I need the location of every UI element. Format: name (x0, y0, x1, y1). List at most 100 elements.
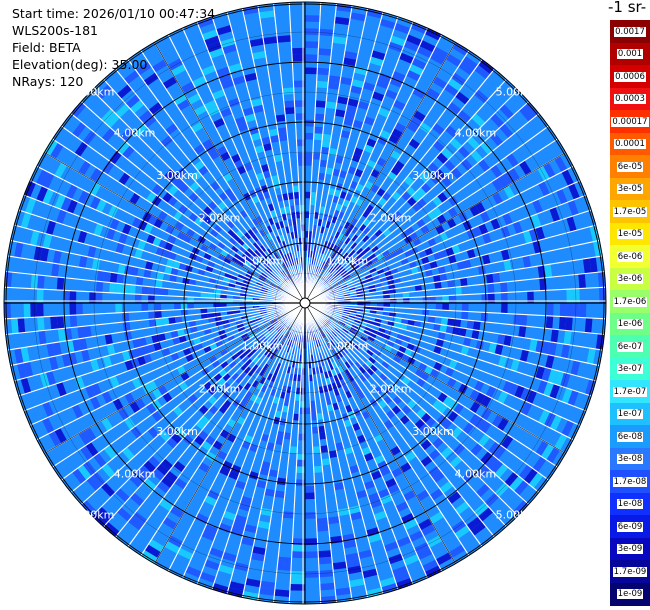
range-gate (93, 453, 107, 468)
range-gate (161, 288, 169, 296)
range-gate (244, 524, 258, 534)
range-gate (316, 346, 322, 354)
range-gate (555, 385, 567, 402)
range-gate (187, 290, 195, 298)
range-gate (477, 330, 486, 342)
range-gate (323, 279, 330, 286)
range-gate (174, 289, 182, 297)
range-gate (477, 264, 486, 276)
ray-gap (257, 5, 305, 300)
range-gate (373, 349, 382, 357)
range-gate (299, 394, 305, 402)
range-gate (147, 252, 156, 263)
range-gate (317, 67, 330, 76)
range-gate (544, 264, 553, 278)
colorbar-tick-label: 1e-06 (616, 319, 644, 329)
range-gate (520, 401, 533, 416)
range-gate (130, 426, 143, 439)
range-gate (345, 333, 353, 341)
range-gate (140, 231, 150, 242)
ray-gap (140, 50, 304, 300)
range-gate (565, 316, 573, 331)
range-gate (123, 404, 135, 417)
range-gate (220, 294, 227, 299)
range-gate (236, 349, 244, 357)
range-gate (246, 351, 255, 359)
range-gate (313, 465, 323, 473)
range-gate (456, 335, 465, 346)
range-gate (396, 297, 404, 303)
range-gate (369, 539, 384, 550)
range-gate (358, 549, 373, 559)
range-gate (354, 530, 368, 540)
range-gate (65, 184, 78, 200)
range-gate (225, 476, 237, 487)
range-gate (129, 401, 141, 414)
range-gate (158, 356, 168, 367)
range-gate (320, 399, 327, 407)
ray-gap (308, 270, 605, 304)
range-gate (58, 459, 73, 477)
range-gate (134, 303, 142, 312)
range-gate (247, 85, 261, 95)
range-gate (442, 199, 454, 211)
range-gate (321, 322, 327, 329)
range-gate (220, 37, 236, 48)
range-gate (161, 303, 168, 311)
range-gate (255, 215, 264, 224)
range-gate (151, 83, 166, 97)
range-gate (332, 270, 339, 277)
range-gate (216, 24, 233, 36)
range-gate (251, 324, 259, 330)
range-gate (320, 276, 326, 283)
range-gate (285, 268, 291, 275)
range-gate (276, 431, 285, 439)
range-gate (289, 205, 296, 213)
range-gate (504, 119, 519, 135)
range-gate (149, 438, 162, 452)
range-gate (339, 331, 346, 338)
range-gate (138, 337, 147, 347)
range-gate (592, 287, 600, 303)
range-gate (369, 56, 384, 67)
range-gate (232, 568, 248, 579)
range-gate (316, 412, 324, 421)
range-gate (467, 285, 475, 295)
range-gate (458, 127, 472, 142)
range-gate (174, 309, 182, 317)
range-gate (81, 500, 97, 516)
range-gate (285, 324, 291, 331)
range-gate (541, 224, 552, 239)
range-gate (123, 176, 136, 189)
range-gate (310, 198, 316, 206)
range-gate (135, 311, 143, 321)
range-gate (374, 368, 383, 377)
range-gate (252, 104, 265, 114)
range-gate (175, 166, 187, 179)
range-gate (71, 187, 84, 202)
range-gate (474, 380, 485, 393)
range-gate (361, 363, 370, 372)
range-gate (78, 255, 88, 269)
range-gate (404, 451, 417, 463)
range-gate (101, 202, 113, 216)
range-gate (246, 477, 258, 487)
range-gate (204, 495, 218, 507)
range-gate (164, 541, 181, 554)
range-gate (480, 185, 492, 199)
range-gate (295, 472, 305, 480)
range-gate (366, 277, 374, 283)
range-gate (147, 380, 158, 392)
range-gate (201, 318, 209, 325)
range-gate (295, 113, 305, 120)
range-gate (158, 498, 174, 512)
range-gate (267, 326, 275, 332)
range-gate (537, 165, 550, 182)
range-gate (311, 426, 319, 434)
range-gate (191, 121, 204, 133)
range-gate (242, 335, 251, 343)
range-gate (145, 402, 157, 415)
range-gate (321, 261, 326, 268)
range-gate (143, 460, 157, 474)
range-gate (91, 382, 102, 397)
